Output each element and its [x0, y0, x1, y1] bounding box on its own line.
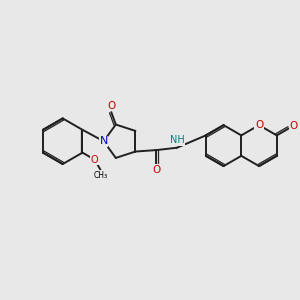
Text: O: O	[91, 155, 98, 165]
Text: O: O	[107, 101, 116, 111]
Text: O: O	[255, 120, 263, 130]
Text: NH: NH	[169, 135, 184, 146]
Text: N: N	[100, 136, 108, 146]
Text: O: O	[152, 165, 160, 175]
Text: CH₃: CH₃	[93, 170, 108, 179]
Text: O: O	[290, 121, 298, 131]
